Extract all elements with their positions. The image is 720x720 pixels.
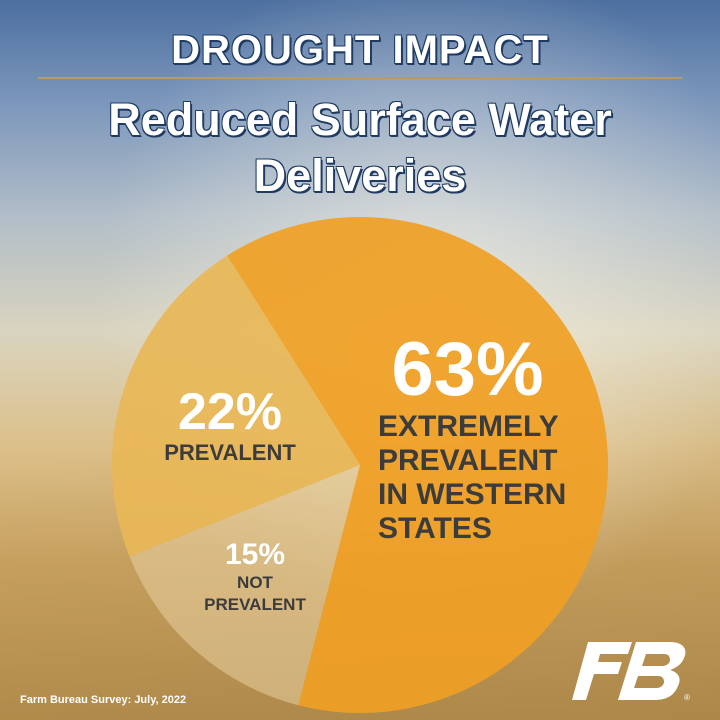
slice-text-extremely-prevalent: EXTREMELY PREVALENT IN WESTERN STATES: [378, 410, 567, 545]
farm-bureau-logo-icon: ®: [572, 642, 690, 702]
slice-value-15: 15%: [224, 538, 286, 571]
source-note: Farm Bureau Survey: July, 2022: [20, 694, 187, 706]
pie-slices: [112, 216, 608, 713]
pie-slice-prevalent: [112, 255, 360, 557]
slice-value-22: 22%: [177, 383, 283, 441]
pie-slice-not-prevalent: [129, 465, 360, 706]
svg-text:®: ®: [684, 693, 690, 702]
title-divider: [38, 77, 682, 79]
page-title: DROUGHT IMPACT: [171, 28, 549, 72]
slice-text-not-prevalent: NOT PREVALENT: [204, 573, 306, 614]
pie-slice-extremely-prevalent: [227, 216, 608, 713]
slice-label-prevalent: 22% PREVALENT: [130, 384, 330, 466]
page-subtitle: Reduced Surface Water Deliveries: [108, 94, 612, 201]
slice-text-prevalent: PREVALENT: [164, 440, 296, 465]
slice-value-63: 63%: [391, 327, 544, 412]
slice-label-not-prevalent: 15% NOT PREVALENT: [180, 538, 330, 616]
slice-label-extremely-prevalent: 63% EXTREMELY PREVALENT IN WESTERN STATE…: [360, 330, 575, 546]
